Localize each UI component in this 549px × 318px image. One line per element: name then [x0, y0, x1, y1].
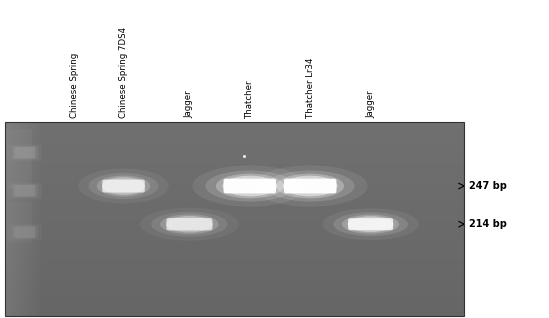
Ellipse shape [253, 165, 367, 207]
FancyBboxPatch shape [5, 129, 32, 189]
Text: Thatcher: Thatcher [245, 79, 254, 118]
FancyBboxPatch shape [7, 183, 42, 199]
FancyBboxPatch shape [348, 218, 393, 230]
Bar [5, 122, 464, 316]
Ellipse shape [79, 169, 169, 204]
Ellipse shape [266, 170, 355, 202]
Ellipse shape [222, 176, 277, 196]
FancyBboxPatch shape [14, 147, 35, 158]
Ellipse shape [283, 176, 338, 196]
Ellipse shape [216, 174, 284, 198]
Ellipse shape [102, 177, 145, 195]
Text: Thatcher Lr34: Thatcher Lr34 [306, 57, 315, 118]
Text: Chinese Spring: Chinese Spring [70, 52, 79, 118]
Ellipse shape [205, 170, 294, 202]
FancyBboxPatch shape [12, 146, 38, 159]
FancyBboxPatch shape [7, 224, 42, 240]
Text: 247 bp: 247 bp [469, 181, 507, 191]
Ellipse shape [97, 176, 150, 197]
Ellipse shape [166, 216, 213, 232]
FancyBboxPatch shape [14, 185, 35, 197]
Ellipse shape [276, 174, 344, 198]
Ellipse shape [88, 173, 159, 199]
FancyBboxPatch shape [14, 226, 35, 238]
FancyBboxPatch shape [223, 179, 276, 193]
FancyBboxPatch shape [5, 202, 32, 243]
Ellipse shape [342, 215, 399, 234]
Text: Chinese Spring 7DS4: Chinese Spring 7DS4 [119, 26, 128, 118]
Ellipse shape [140, 208, 239, 241]
FancyBboxPatch shape [12, 225, 38, 239]
FancyBboxPatch shape [7, 144, 42, 161]
Ellipse shape [160, 214, 219, 234]
Ellipse shape [322, 208, 419, 240]
FancyBboxPatch shape [12, 184, 38, 197]
Text: Jagger: Jagger [185, 90, 194, 118]
FancyBboxPatch shape [166, 218, 212, 231]
Text: 214 bp: 214 bp [469, 219, 507, 229]
FancyBboxPatch shape [284, 179, 337, 193]
Ellipse shape [333, 212, 408, 236]
Ellipse shape [348, 216, 394, 232]
FancyBboxPatch shape [102, 180, 145, 192]
Text: Jagger: Jagger [366, 90, 375, 118]
Ellipse shape [193, 165, 307, 207]
Ellipse shape [151, 212, 228, 237]
